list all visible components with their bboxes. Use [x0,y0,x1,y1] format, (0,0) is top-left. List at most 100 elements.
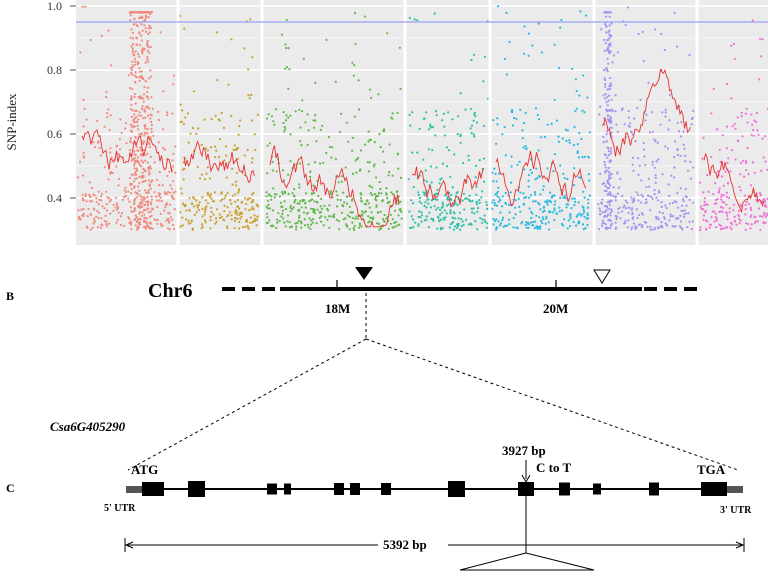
snp-point [640,193,643,196]
snp-point [692,166,695,169]
snp-point [140,198,143,201]
snp-point [636,157,640,160]
snp-point [612,186,615,189]
snp-point [133,63,137,66]
snp-point [567,219,570,222]
snp-point [220,111,223,114]
snp-point [193,197,196,200]
snp-point [267,113,270,116]
snp-point [725,225,728,228]
snp-point [171,112,174,115]
snp-point [170,216,173,219]
snp-point [238,227,241,230]
snp-point [530,171,534,174]
snp-point [408,113,411,116]
snp-point [187,222,190,225]
snp-point [553,194,556,197]
snp-point [133,58,137,61]
snp-point [370,211,373,214]
snp-point [146,60,150,63]
snp-point [647,194,650,198]
snp-point [762,156,765,159]
snp-point [603,38,606,42]
snp-point [124,186,127,189]
snp-point [522,146,525,149]
snp-point [320,215,323,218]
snp-point [477,206,480,210]
snp-point [676,149,679,152]
snp-point [645,198,648,201]
snp-point [294,222,297,225]
snp-point [664,115,667,118]
snp-point [372,165,375,168]
snp-point [139,146,142,149]
snp-point [483,55,487,58]
snp-point [346,202,349,205]
snp-point [359,168,362,171]
snp-point [238,213,241,216]
snp-point [678,225,682,228]
smoothed-lines [81,68,765,228]
snp-point [343,201,346,204]
snp-point [203,213,206,216]
snp-point [385,187,388,190]
snp-point [647,177,651,180]
snp-point [546,167,549,170]
snp-point [437,216,440,219]
snp-point [201,223,204,226]
snp-point [282,121,285,125]
snp-point [307,226,310,229]
snp-point [399,87,402,90]
snp-point [325,151,328,154]
snp-point [105,220,108,223]
snp-point [708,223,712,226]
snp-point [605,11,608,14]
snp-point [607,207,610,210]
snp-point [140,114,143,117]
snp-point [367,221,370,224]
snp-point [608,174,611,177]
snp-point [85,200,88,203]
snp-point [130,28,133,31]
snp-point [198,177,202,180]
snp-point [184,204,187,207]
snp-point [334,157,337,161]
snp-point [683,213,686,216]
smoothed-line [81,129,173,173]
snp-point [97,217,100,220]
snp-point [458,211,461,214]
snp-point [729,221,733,225]
snp-point [732,42,736,46]
snp-point [146,56,149,59]
snp-point [103,219,106,223]
snp-point [752,128,755,132]
snp-point [485,203,488,207]
snp-point [632,216,635,219]
snp-point [679,154,682,157]
snp-point [353,11,357,15]
snp-point [149,187,152,190]
snp-point [621,107,624,110]
snp-point [631,213,634,216]
snp-point [540,136,543,139]
snp-point [228,211,231,214]
snp-point [624,207,628,210]
snp-point [197,204,200,207]
snp-point [420,211,423,214]
snp-point [308,217,311,220]
snp-point [268,207,272,210]
snp-point [453,225,457,228]
snp-point [364,143,367,146]
snp-point [544,200,547,203]
snp-point [266,172,269,175]
snp-point [573,184,576,187]
snp-point [743,175,746,178]
snp-point [220,215,223,218]
arrow-right-icon [735,541,745,549]
snp-point [461,199,464,202]
snp-point [179,225,182,228]
snp-point [390,191,393,194]
snp-point [609,184,612,187]
snp-point [334,80,337,83]
snp-point [474,176,477,179]
